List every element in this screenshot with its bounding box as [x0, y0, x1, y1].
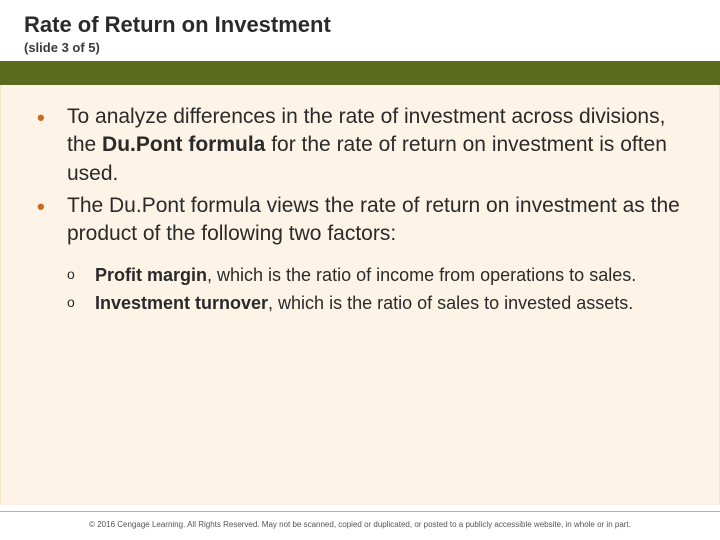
sub-rest: , which is the ratio of income from oper… [207, 265, 636, 285]
bullet-item: • The Du.Pont formula views the rate of … [37, 192, 683, 249]
page-title: Rate of Return on Investment [24, 12, 696, 38]
content-area: • To analyze differences in the rate of … [0, 85, 720, 505]
header: Rate of Return on Investment (slide 3 of… [0, 0, 720, 61]
copyright-text: © 2016 Cengage Learning. All Rights Rese… [24, 520, 696, 530]
sub-bullet-item: o Investment turnover, which is the rati… [67, 291, 683, 315]
slide-indicator: (slide 3 of 5) [24, 40, 696, 55]
sub-bullet-item: o Profit margin, which is the ratio of i… [67, 263, 683, 287]
footer: © 2016 Cengage Learning. All Rights Rese… [0, 511, 720, 540]
accent-bar [0, 61, 720, 85]
bullet-text-bold: Du.Pont formula [102, 133, 265, 156]
bullet-marker: • [37, 103, 45, 133]
sub-bullet-list: o Profit margin, which is the ratio of i… [37, 263, 683, 316]
bullet-marker: • [37, 192, 45, 222]
sub-bold: Investment turnover [95, 293, 268, 313]
sub-bold: Profit margin [95, 265, 207, 285]
sub-bullet-marker: o [67, 293, 75, 312]
main-bullet-list: • To analyze differences in the rate of … [37, 103, 683, 249]
bullet-text-pre: The Du.Pont formula views the rate of re… [67, 194, 680, 245]
sub-bullet-marker: o [67, 265, 75, 284]
bullet-item: • To analyze differences in the rate of … [37, 103, 683, 188]
sub-rest: , which is the ratio of sales to investe… [268, 293, 633, 313]
